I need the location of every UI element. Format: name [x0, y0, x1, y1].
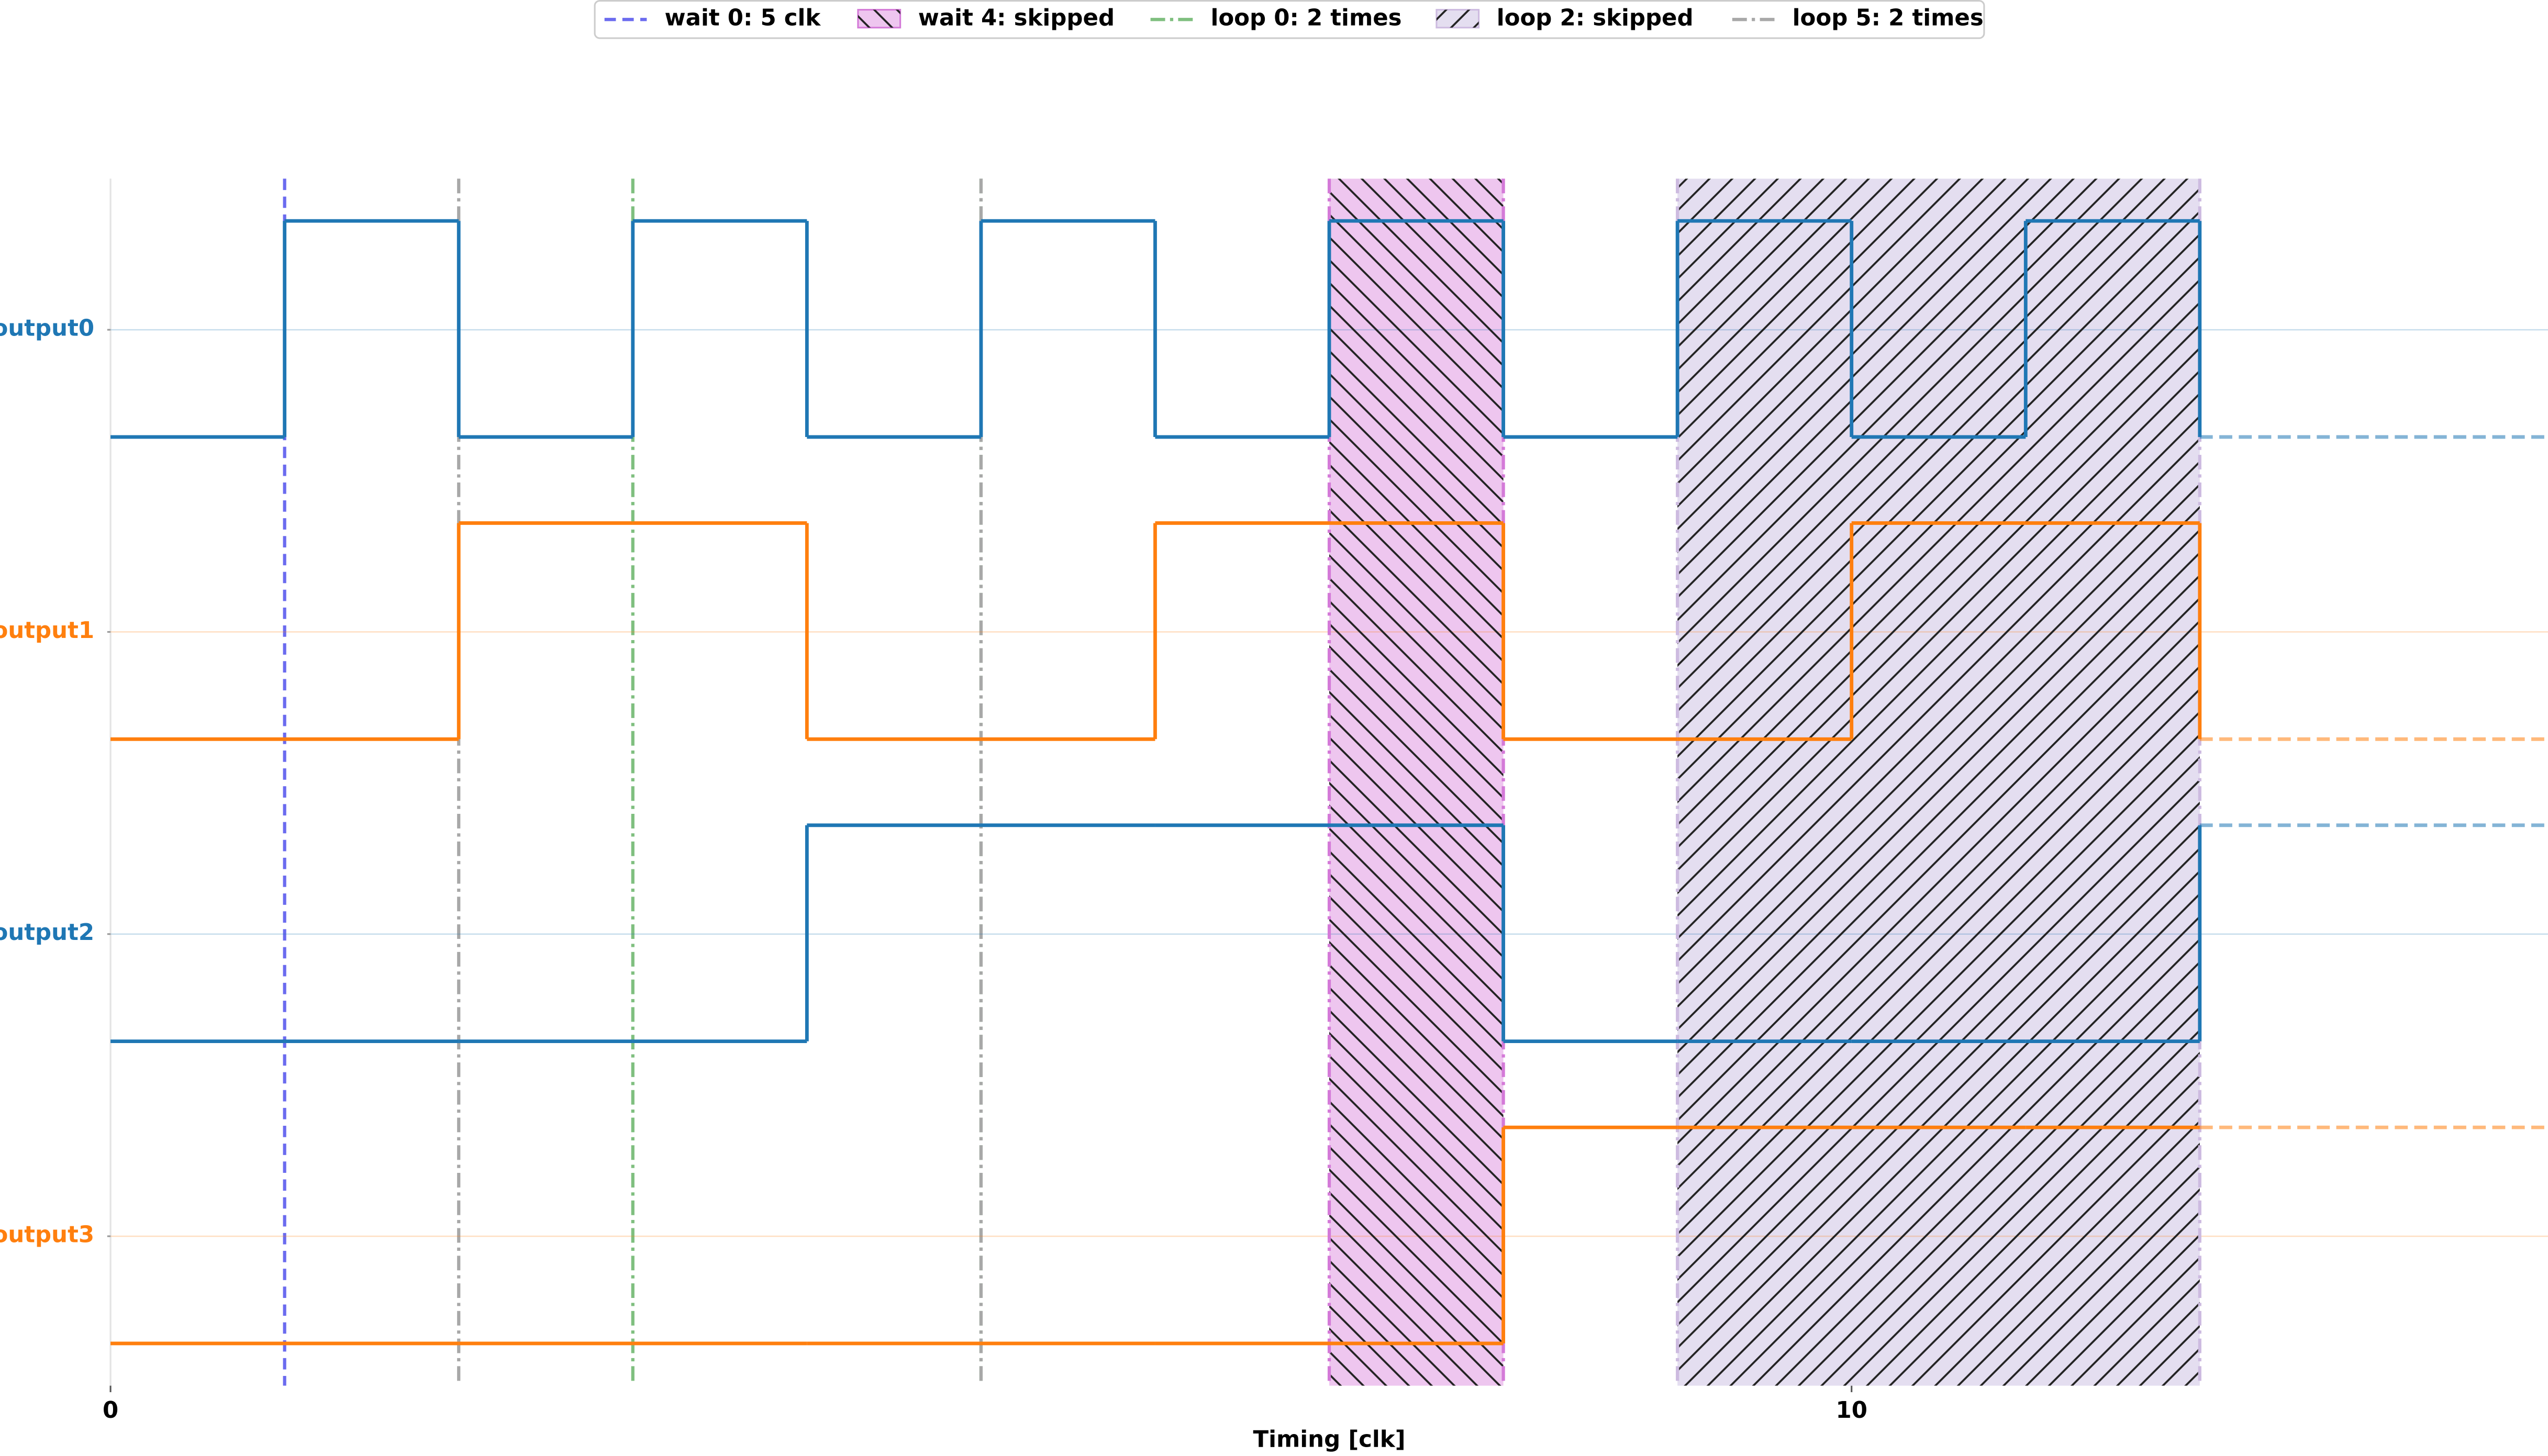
legend-label: wait 4: skipped — [918, 5, 1115, 31]
legend-box — [594, 0, 1985, 39]
legend-label: loop 2: skipped — [1497, 5, 1694, 31]
legend-label: loop 5: 2 times — [1793, 5, 1984, 31]
x-tick-label: 0 — [103, 1397, 118, 1424]
span-hatch — [1329, 178, 1504, 1386]
legend-swatch-hatch — [1436, 9, 1479, 28]
legend-label: wait 0: 5 clk — [665, 5, 821, 31]
y-tick-label: output1 — [0, 618, 94, 644]
y-tick-label: output2 — [0, 920, 94, 946]
legend-label: loop 0: 2 times — [1210, 5, 1401, 31]
y-tick-label: output3 — [0, 1222, 94, 1248]
span-hatch — [1677, 178, 2200, 1386]
y-tick-label: output0 — [0, 316, 94, 342]
legend-swatch-hatch — [858, 9, 900, 28]
x-tick-label: 10 — [1835, 1397, 1867, 1424]
x-axis-label: Timing [clk] — [1253, 1427, 1406, 1453]
